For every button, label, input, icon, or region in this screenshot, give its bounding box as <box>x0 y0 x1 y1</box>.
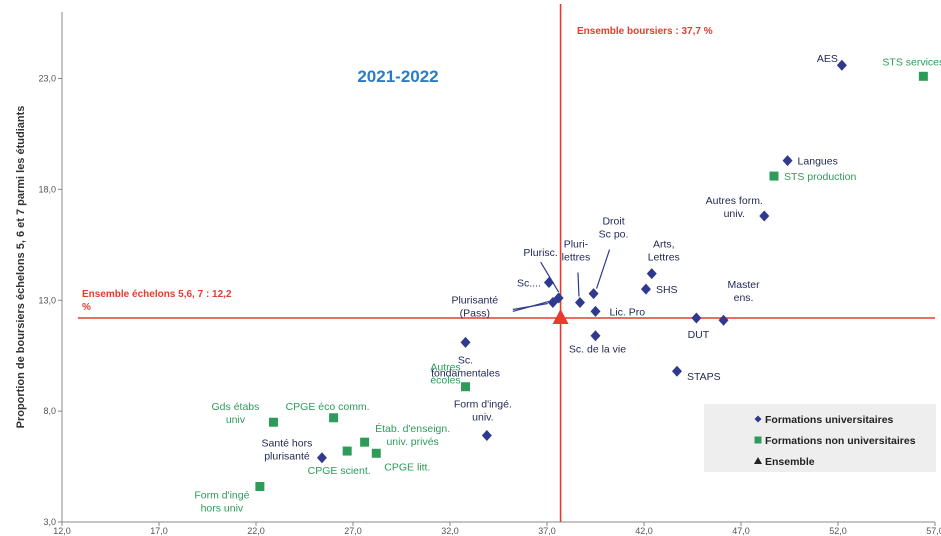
legend-marker-square <box>754 436 762 444</box>
x-tick-label: 22,0 <box>247 526 265 536</box>
point-label: CPGE éco comm. <box>286 401 370 413</box>
leader-line <box>540 261 560 293</box>
point-label: Form d'ingé. univ. <box>454 399 512 424</box>
y-tick-label: 13,0 <box>38 295 56 305</box>
point-label: Sc.... <box>517 278 541 290</box>
point-label: Sc. fondamentales <box>431 354 500 379</box>
point-label: DUT <box>688 329 710 341</box>
data-point-diamond <box>460 336 471 348</box>
point-label: AES <box>817 53 838 65</box>
y-axis-label: Proportion de boursiers échelons 5, 6 et… <box>15 106 27 429</box>
y-tick-label: 8,0 <box>43 406 56 416</box>
data-point-diamond <box>590 330 601 342</box>
leader-line <box>595 249 611 289</box>
data-point-diamond <box>574 296 585 308</box>
x-tick-label: 52,0 <box>829 526 847 536</box>
axes: 12,0 17,0 22,0 27,0 32,0 37,0 42,0 47,0 52,0 57,0… <box>15 12 941 536</box>
legend-marker-diamond <box>754 415 762 423</box>
x-tick-label: 42,0 <box>635 526 653 536</box>
data-point-square <box>255 482 265 492</box>
y-tick-label: 23,0 <box>38 74 56 84</box>
legend-label: Ensemble <box>765 456 815 468</box>
data-point-square <box>268 417 278 427</box>
point-label: Plurisc. <box>523 247 557 259</box>
data-point-diamond <box>759 210 770 222</box>
data-point-triangle <box>552 309 569 324</box>
reference-lines: Ensemble boursiers : 37,7 % Ensemble éche… <box>78 4 935 522</box>
data-point-diamond <box>671 365 682 377</box>
legend-label: Formations non universitaires <box>765 435 916 447</box>
point-label: Langues <box>798 156 838 168</box>
point-label: Lic. Pro <box>610 306 646 318</box>
leader-line <box>577 272 580 297</box>
leader-line <box>512 300 549 313</box>
point-label: STAPS <box>687 371 721 383</box>
point-label: Plurisanté (Pass) <box>451 294 498 319</box>
data-point-diamond <box>547 296 558 308</box>
point-label: Autres form. univ. <box>706 195 763 220</box>
point-label: Pluri-lettres <box>562 238 591 263</box>
x-tick-label: 37,0 <box>538 526 556 536</box>
point-label: Gds étabs univ <box>212 401 260 426</box>
data-point-square <box>342 446 352 456</box>
point-label: Autres écoles <box>430 362 460 387</box>
data-point-diamond <box>718 314 729 326</box>
data-point-diamond <box>691 312 702 324</box>
point-label: Étab. d'enseign. univ. privés <box>375 422 450 448</box>
point-label: STS services <box>882 56 941 68</box>
ref-label-vertical: Ensemble boursiers : 37,7 % <box>577 26 713 37</box>
ref-label-horizontal: Ensemble échelons 5,6, 7 : 12,2% <box>82 289 232 313</box>
chart-title: 2021-2022 <box>357 67 438 86</box>
data-point-diamond <box>590 305 601 317</box>
data-point-diamond <box>316 452 327 464</box>
legend-box <box>704 404 936 472</box>
data-point-diamond <box>782 155 793 167</box>
point-label: Sc. de la vie <box>569 344 626 356</box>
point-label: Master ens. <box>727 279 760 304</box>
x-tick-label: 17,0 <box>150 526 168 536</box>
legend: Formations universitaires Formations non … <box>704 404 936 472</box>
point-label: Droit Sc po. <box>599 216 629 241</box>
data-point-diamond <box>640 283 651 295</box>
point-label: Arts, Lettres <box>648 239 680 264</box>
point-label: CPGE litt. <box>384 461 430 473</box>
data-point-diamond <box>588 288 599 300</box>
point-labels: AES Langues Autres form. univ. Arts, Lettres S… <box>194 53 941 514</box>
point-label: SHS <box>656 284 678 296</box>
point-label: CPGE scient. <box>308 465 371 477</box>
legend-marker-triangle <box>754 457 762 464</box>
point-label: STS production <box>784 171 857 183</box>
x-tick-label: 27,0 <box>344 526 362 536</box>
x-tick-label: 12,0 <box>53 526 71 536</box>
x-tick-label: 32,0 <box>441 526 459 536</box>
x-tick-label: 47,0 <box>732 526 750 536</box>
x-tick-label: 57,0 <box>926 526 941 536</box>
data-point-diamond <box>481 430 492 442</box>
data-point-diamond <box>836 59 847 71</box>
data-point-square <box>360 437 370 447</box>
data-point-diamond <box>646 268 657 280</box>
y-tick-label: 18,0 <box>38 184 56 194</box>
point-label: Santé hors plurisanté <box>262 438 313 463</box>
data-points <box>255 59 928 492</box>
data-point-square <box>918 71 928 81</box>
y-tick-label: 3,0 <box>43 517 56 527</box>
legend-label: Formations universitaires <box>765 414 894 426</box>
data-point-square <box>461 382 471 392</box>
data-point-square <box>329 413 339 423</box>
data-point-square <box>371 448 381 458</box>
data-point-square <box>769 171 779 181</box>
point-label: Form d'ingé hors univ <box>194 490 249 515</box>
